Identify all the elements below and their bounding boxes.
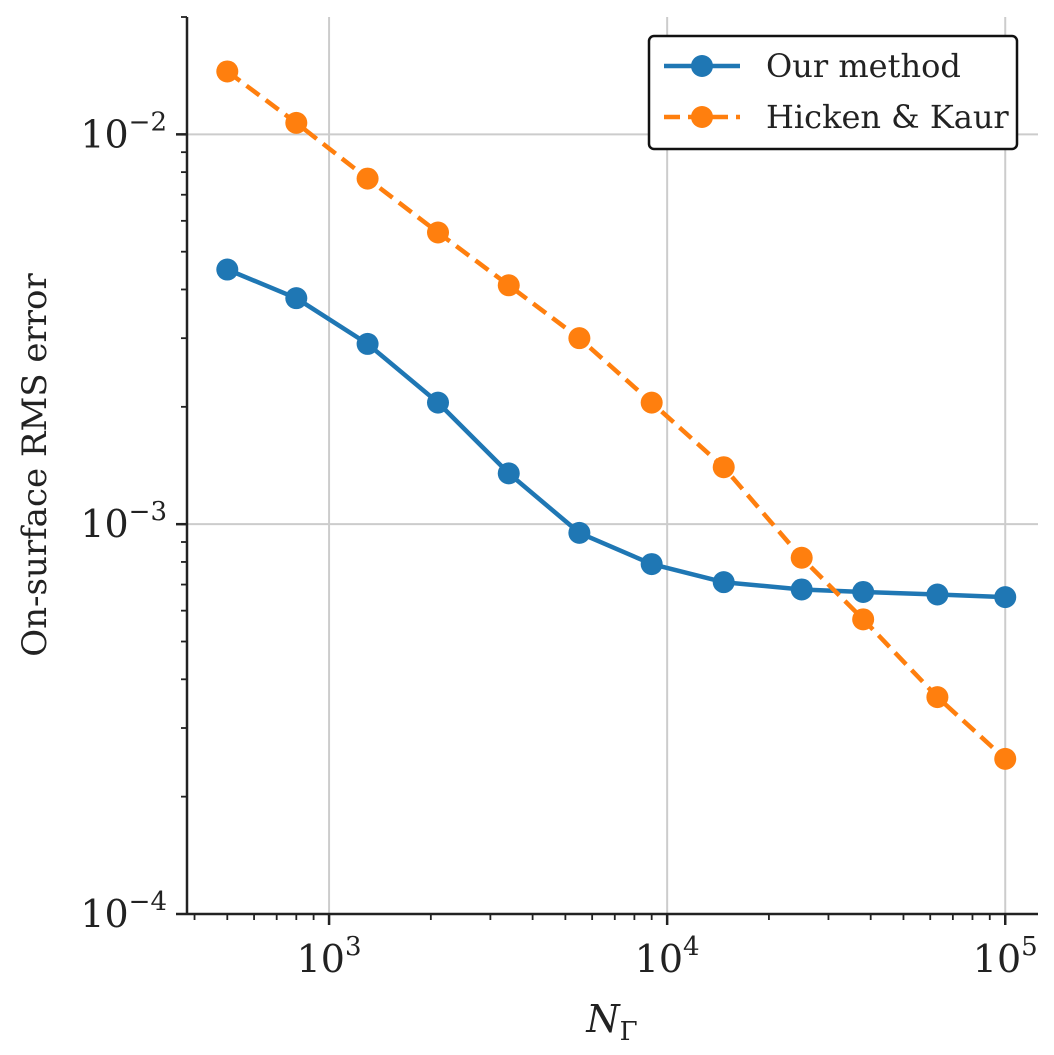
legend-label-our-method: Our method — [766, 47, 961, 85]
x-tick-label-base: 10 — [973, 937, 1021, 981]
x-axis-title-base: N — [585, 997, 621, 1041]
y-tick-label: 10−4 — [80, 887, 167, 936]
data-point-our-method — [568, 521, 591, 544]
data-point-hicken-kaur — [285, 111, 308, 134]
x-axis-title: NΓ — [585, 997, 637, 1047]
series-line-our-method — [226, 267, 1006, 600]
data-point-our-method — [926, 583, 949, 606]
legend-swatch-marker-our-method — [691, 55, 713, 77]
data-point-hicken-kaur — [568, 327, 591, 350]
legend-label-hicken-kaur: Hicken & Kaur — [766, 98, 1009, 136]
y-tick-label-base: 10 — [80, 112, 128, 156]
data-point-our-method — [790, 578, 813, 601]
x-tick-label-exponent: 4 — [683, 932, 700, 962]
x-tick-label: 103 — [297, 932, 362, 981]
y-tick-label-base: 10 — [80, 892, 128, 936]
x-tick-label-exponent: 3 — [345, 932, 362, 962]
data-point-hicken-kaur — [790, 546, 813, 569]
data-point-our-method — [497, 462, 520, 485]
data-point-hicken-kaur — [497, 274, 520, 297]
series-lines — [225, 69, 1007, 761]
series-markers — [216, 60, 1017, 770]
data-point-hicken-kaur — [640, 391, 663, 414]
y-tick-label-exponent: −3 — [129, 497, 167, 527]
data-point-hicken-kaur — [427, 221, 450, 244]
x-axis-title-sub: Γ — [620, 1017, 638, 1047]
y-tick-label-exponent: −4 — [129, 887, 167, 917]
y-axis-title: On-surface RMS error — [15, 272, 55, 656]
data-point-hicken-kaur — [852, 608, 875, 631]
y-tick-label-base: 10 — [80, 502, 128, 546]
x-tick-label: 105 — [973, 932, 1038, 981]
data-point-our-method — [356, 332, 379, 355]
legend-box — [647, 34, 1019, 151]
x-tick-label: 104 — [635, 932, 700, 981]
major-ticks — [176, 133, 1007, 925]
data-point-our-method — [852, 580, 875, 603]
data-point-hicken-kaur — [994, 747, 1017, 770]
y-tick-label: 10−3 — [80, 497, 167, 546]
legend-swatch-marker-hicken-kaur — [691, 106, 713, 128]
data-point-hicken-kaur — [926, 686, 949, 709]
x-tick-label-base: 10 — [635, 937, 683, 981]
data-point-our-method — [640, 553, 663, 576]
x-tick-label-exponent: 5 — [1021, 932, 1038, 962]
minor-ticks — [181, 16, 991, 920]
grid-lines — [187, 17, 1038, 915]
data-point-our-method — [994, 586, 1017, 609]
x-tick-label-base: 10 — [297, 937, 345, 981]
data-point-hicken-kaur — [712, 456, 735, 479]
data-point-our-method — [216, 258, 239, 281]
data-point-our-method — [285, 287, 308, 310]
y-tick-label-exponent: −2 — [129, 107, 167, 137]
series-line-hicken-kaur — [225, 69, 1007, 761]
legend: Our method Hicken & Kaur — [647, 34, 1019, 151]
data-point-our-method — [427, 391, 450, 414]
data-point-our-method — [712, 571, 735, 594]
data-point-hicken-kaur — [356, 167, 379, 190]
data-point-hicken-kaur — [216, 60, 239, 83]
y-tick-label: 10−2 — [80, 107, 167, 156]
